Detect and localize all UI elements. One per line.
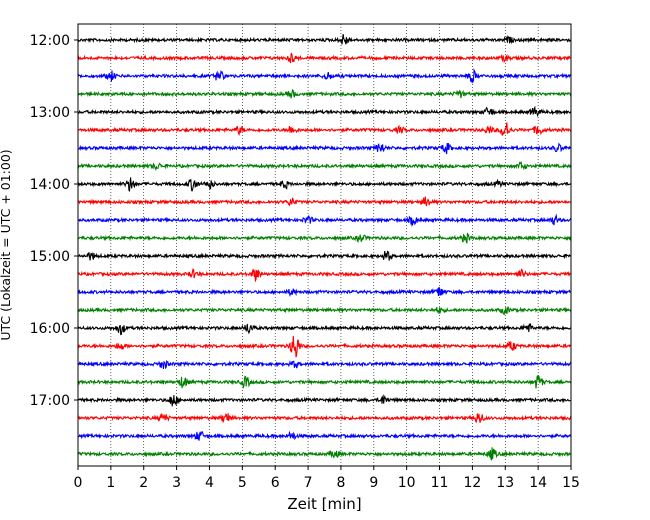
x-tick-label: 3 [172, 475, 181, 491]
trace-1215 [77, 52, 572, 64]
x-tick-label: 11 [431, 475, 449, 491]
seismic-traces [77, 34, 572, 461]
trace-1515 [77, 268, 572, 283]
x-tick-label: 9 [369, 475, 378, 491]
x-tick-label: 6 [271, 475, 280, 491]
trace-1200 [77, 34, 572, 45]
x-tick-label: 10 [398, 475, 416, 491]
trace-1645 [77, 375, 572, 389]
y-axis-ticks: 12:00 13:00 14:00 15:00 16:00 17:00 [30, 33, 78, 409]
x-tick-label: 4 [205, 475, 214, 491]
trace-1345 [77, 161, 572, 171]
trace-1600 [77, 323, 572, 336]
trace-1415 [77, 196, 572, 207]
x-tick-label: 12 [463, 475, 481, 491]
trace-1630 [77, 359, 572, 370]
trace-1430 [77, 213, 572, 227]
trace-1500 [77, 250, 572, 261]
x-tick-label: 7 [304, 475, 313, 491]
x-tick-label: 15 [562, 475, 580, 491]
trace-1530 [77, 286, 572, 298]
x-axis-label: Zeit [min] [287, 495, 361, 513]
trace-1730 [77, 430, 572, 441]
x-axis-ticks: 0 1 2 3 4 5 6 7 8 9 10 11 12 13 14 15 [74, 466, 580, 491]
trace-1715 [77, 413, 572, 424]
trace-1315 [77, 122, 572, 137]
y-tick-label: 13:00 [30, 105, 70, 121]
trace-1300 [77, 105, 572, 118]
y-tick-label: 12:00 [30, 33, 70, 49]
x-tick-label: 5 [238, 475, 247, 491]
x-tick-label: 2 [139, 475, 148, 491]
plot-frame [77, 23, 572, 467]
y-axis-label: UTC (Lokalzeit = UTC + 01:00) [0, 149, 13, 340]
trace-1615 [77, 335, 572, 358]
trace-1700 [77, 394, 572, 407]
x-tick-label: 14 [529, 475, 547, 491]
trace-1245 [77, 88, 572, 99]
trace-1445 [77, 232, 572, 244]
trace-1745 [77, 447, 572, 461]
trace-1330 [77, 142, 572, 155]
trace-1400 [77, 177, 572, 192]
x-tick-label: 8 [336, 475, 345, 491]
trace-1545 [77, 306, 572, 316]
trace-1230 [77, 67, 572, 84]
y-tick-label: 14:00 [30, 177, 70, 193]
x-tick-label: 0 [74, 475, 83, 491]
y-tick-label: 16:00 [30, 321, 70, 337]
x-tick-label: 13 [496, 475, 514, 491]
x-tick-label: 1 [106, 475, 115, 491]
y-tick-label: 17:00 [30, 393, 70, 409]
y-tick-label: 15:00 [30, 249, 70, 265]
